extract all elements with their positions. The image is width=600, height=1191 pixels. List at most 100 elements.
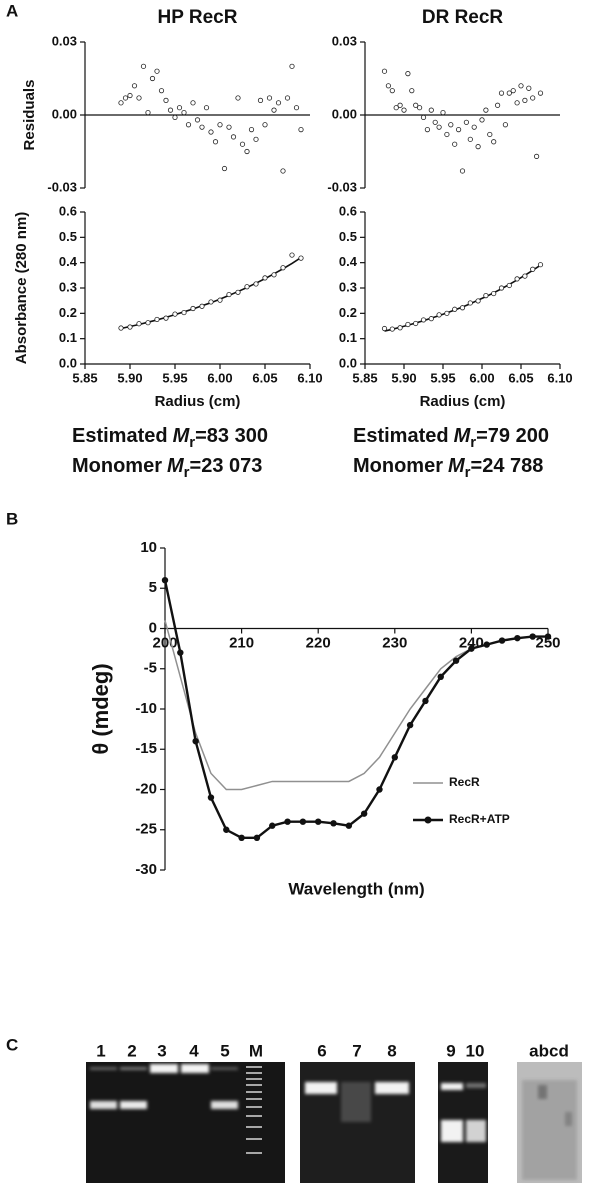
data-point (413, 320, 419, 327)
x-tick-label: 5.85 (72, 370, 97, 385)
data-point (444, 310, 450, 316)
data-point (289, 63, 295, 69)
data-point (529, 633, 536, 640)
data-point (405, 321, 411, 328)
data-point (522, 273, 528, 279)
data-point (397, 102, 403, 108)
data-point (208, 299, 214, 305)
y-tick-label: 0.2 (339, 305, 357, 320)
mr-label: Estimated Mr=83 300 (72, 425, 268, 451)
data-point (181, 309, 187, 316)
data-point (284, 818, 291, 825)
data-point (406, 721, 414, 729)
data-point (158, 88, 165, 94)
y-tick-label: 10 (140, 539, 157, 556)
lane-label: 7 (352, 1041, 361, 1060)
data-point (226, 291, 232, 298)
data-point (405, 71, 411, 77)
fit-line (120, 256, 302, 330)
data-point (483, 292, 489, 299)
data-point (491, 290, 497, 297)
data-point (122, 95, 129, 101)
data-point (248, 127, 255, 133)
y-tick-label: -30 (135, 861, 157, 878)
data-point (253, 834, 261, 841)
data-point (522, 97, 528, 104)
y-tick-label: -15 (135, 740, 157, 757)
data-point (376, 786, 383, 793)
data-point (244, 148, 250, 155)
data-point (289, 252, 295, 258)
data-point (181, 109, 187, 116)
lane-label: 4 (189, 1041, 199, 1060)
mr-label: Estimated Mr=79 200 (353, 425, 549, 451)
mr-value: =83 300 (195, 425, 268, 447)
x-tick-label: 6.10 (297, 370, 322, 385)
data-point (475, 144, 481, 150)
y-tick-label: 0.1 (59, 330, 77, 345)
data-point (422, 697, 429, 705)
data-point (533, 153, 540, 159)
data-point (203, 105, 210, 111)
data-point (401, 107, 407, 113)
data-point (190, 305, 196, 312)
y-tick-label: 0.03 (52, 33, 77, 48)
y-tick-label: 0.3 (59, 279, 77, 294)
x-tick-label: 5.95 (162, 370, 187, 385)
data-point (468, 645, 475, 652)
data-point (163, 97, 169, 104)
data-point (448, 122, 454, 128)
mr-prefix: Estimated (353, 425, 449, 447)
x-tick-label: 5.95 (430, 370, 455, 385)
data-point (172, 311, 178, 317)
data-point (118, 100, 124, 106)
lane-label: 10 (466, 1041, 485, 1060)
data-point (235, 289, 241, 295)
y-tick-label: -0.03 (47, 179, 77, 194)
data-point (475, 298, 481, 304)
data-point (262, 122, 268, 128)
data-point (510, 88, 516, 94)
y-tick-label: 0.6 (339, 203, 357, 218)
lane-label: M (249, 1041, 263, 1060)
data-point (483, 641, 490, 648)
data-point (192, 738, 199, 745)
data-point (483, 107, 489, 113)
y-tick-label: -25 (135, 821, 157, 838)
data-point (298, 127, 304, 133)
data-point (436, 124, 442, 130)
chart-title: DR RecR (422, 7, 504, 28)
data-point (212, 139, 219, 145)
data-point (537, 262, 544, 268)
data-point (436, 312, 442, 318)
x-axis-label: Radius (cm) (420, 393, 506, 410)
data-point (257, 97, 264, 104)
data-point (409, 88, 415, 94)
mr-label: Monomer Mr=23 073 (72, 455, 262, 481)
data-point (145, 109, 151, 116)
y-tick-label: 0.4 (339, 254, 358, 269)
data-point (293, 105, 300, 111)
series-line (164, 620, 548, 791)
data-point (420, 114, 427, 121)
data-point (514, 634, 521, 642)
data-point (149, 75, 156, 82)
mr-value: =79 200 (476, 425, 549, 447)
data-point (463, 119, 469, 125)
y-tick-label: -5 (144, 660, 157, 677)
data-point (161, 577, 169, 584)
x-tick-label: 6.05 (252, 370, 277, 385)
x-axis-label: Radius (cm) (155, 393, 241, 410)
x-tick-label: 250 (535, 634, 560, 651)
data-point (235, 95, 241, 101)
y-tick-label: 0.0 (59, 355, 77, 370)
data-point (514, 276, 520, 282)
data-point (389, 326, 395, 332)
data-point (238, 834, 245, 841)
y-tick-label: 0.2 (59, 305, 77, 320)
data-point (262, 275, 268, 281)
data-point (360, 810, 368, 817)
data-point (127, 92, 133, 99)
lane-label: 8 (387, 1041, 396, 1060)
data-point (172, 114, 178, 121)
